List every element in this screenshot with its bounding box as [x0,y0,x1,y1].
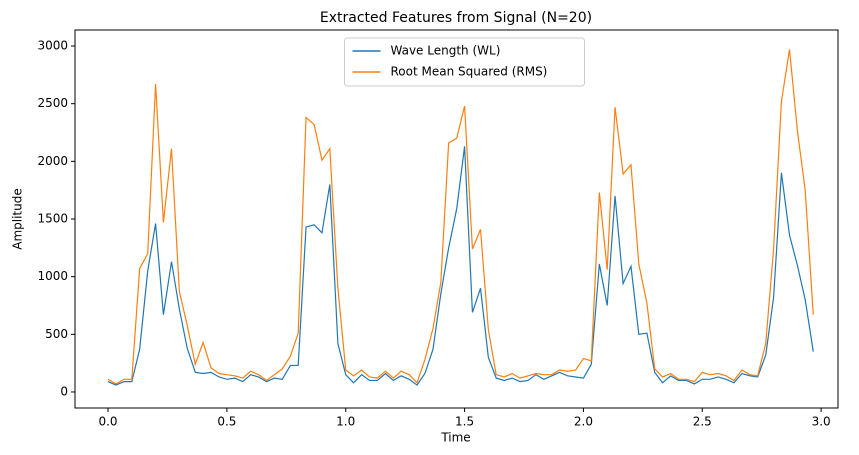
legend-label: Root Mean Squared (RMS) [391,65,548,79]
x-tick-label: 2.5 [693,415,712,429]
legend-box [344,37,585,87]
y-tick-label: 0 [60,384,68,398]
y-tick-label: 3000 [37,39,68,53]
y-tick-label: 2500 [37,96,68,110]
y-tick-label: 500 [45,327,68,341]
plot-frame [74,29,839,409]
legend-label: Wave Length (WL) [391,44,501,58]
x-tick-label: 2.0 [574,415,593,429]
x-tick-label: 3.0 [812,415,831,429]
x-tick-label: 1.0 [336,415,355,429]
series-line [107,49,814,385]
y-axis-label: Amplitude [11,188,25,250]
chart-title: Extracted Features from Signal (N=20) [320,10,592,26]
x-tick-label: 0.0 [98,415,117,429]
y-tick-label: 2000 [37,154,68,168]
y-tick-label: 1500 [37,212,68,226]
x-tick-label: 0.5 [217,415,236,429]
series-line [107,146,814,386]
x-tick-label: 1.5 [455,415,474,429]
x-axis-label: Time [440,431,470,445]
y-tick-label: 1000 [37,269,68,283]
